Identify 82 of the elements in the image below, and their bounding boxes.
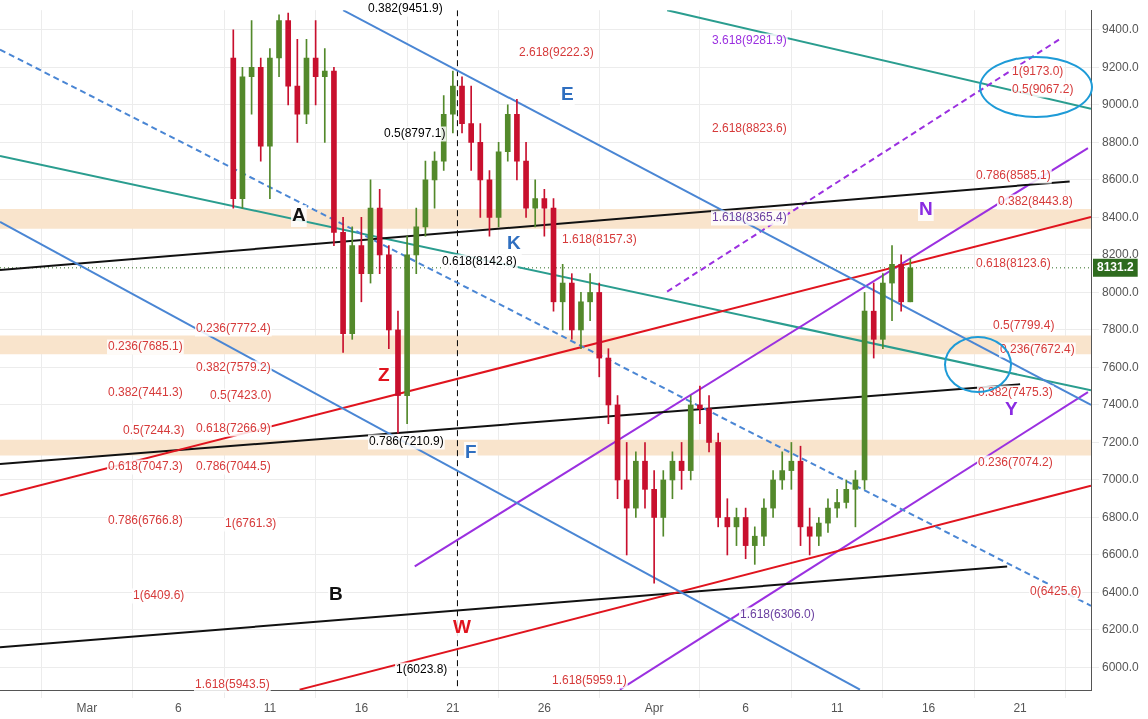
annotation: 0.236(7074.2): [978, 455, 1053, 470]
y-tick-label: 9200.0: [1102, 59, 1140, 74]
annotation: 1(6023.8): [396, 662, 448, 677]
annotation: 1.618(8365.4): [712, 210, 787, 225]
x-tick-label: 6: [742, 700, 750, 715]
annotation: 1.618(5959.1): [552, 673, 627, 688]
annotation: 0.786(7210.9): [369, 434, 444, 449]
annotation: 0.5(7799.4): [993, 318, 1055, 333]
annotation: A: [292, 204, 306, 226]
annotation: 0.382(7475.3): [978, 385, 1053, 400]
x-tick-label: Mar: [76, 700, 98, 715]
annotation: 2.618(8823.6): [712, 121, 787, 136]
annotation: 0.382(9451.9): [368, 1, 443, 16]
annotation: 0.618(7266.9): [196, 421, 271, 436]
annotation: 0.618(8123.6): [976, 256, 1051, 271]
y-tick-label: 8600.0: [1102, 172, 1140, 187]
annotation: 0.5(8797.1): [384, 126, 446, 141]
annotation: Z: [378, 364, 390, 386]
y-tick-label: 9400.0: [1102, 22, 1140, 37]
annotation: 2.618(9222.3): [519, 45, 594, 60]
y-tick-label: 8200.0: [1102, 247, 1140, 262]
y-tick-label: 6400.0: [1102, 584, 1140, 599]
y-tick-label: 6200.0: [1102, 622, 1140, 637]
ref-line-label: 8131.2: [1097, 260, 1135, 275]
y-tick-label: 8800.0: [1102, 134, 1140, 149]
x-tick-label: 21: [1013, 700, 1028, 715]
annotation: F: [465, 441, 477, 463]
annotation: K: [507, 232, 521, 254]
y-tick-label: 6600.0: [1102, 547, 1140, 562]
candlestick: [889, 245, 895, 321]
candlestick: [806, 507, 813, 556]
annotation: 0.618(8142.8): [442, 254, 517, 269]
annotation: 0.382(8443.8): [998, 194, 1073, 209]
annotation: 0.618(7047.3): [108, 459, 183, 474]
annotation: 3.618(9281.9): [712, 33, 787, 48]
candlestick: [587, 273, 593, 321]
x-tick-label: 16: [354, 700, 369, 715]
x-tick-label: Apr: [644, 700, 664, 715]
candlestick: [834, 489, 840, 518]
annotation: Y: [1005, 398, 1018, 420]
y-tick-label: 7600.0: [1102, 359, 1140, 374]
y-tick-label: 9000.0: [1102, 97, 1140, 112]
annotation: 0.236(7772.4): [196, 321, 271, 336]
annotation: N: [919, 198, 933, 220]
y-tick-label: 7200.0: [1102, 434, 1140, 449]
x-tick-label: 26: [537, 700, 552, 715]
annotation: 0.382(7441.3): [108, 385, 183, 400]
annotation: 1.618(5943.5): [195, 677, 270, 692]
annotation: 0.786(7044.5): [196, 459, 271, 474]
annotation: W: [453, 616, 471, 638]
x-tick-label: 21: [446, 700, 460, 715]
x-tick-label: 11: [263, 700, 277, 715]
annotation: 1(6409.6): [133, 588, 185, 603]
y-tick-label: 7400.0: [1102, 397, 1140, 412]
annotation: 0.5(7423.0): [210, 388, 272, 403]
candlestick: [321, 48, 328, 143]
annotation: 1(9173.0): [1012, 64, 1064, 79]
annotation: 0.5(9067.2): [1012, 82, 1074, 97]
annotation: 0.786(8585.1): [976, 168, 1051, 183]
annotation: 1.618(6306.0): [740, 607, 815, 622]
x-tick-label: 6: [175, 700, 183, 715]
annotation: 0.236(7685.1): [108, 339, 183, 354]
annotation: 0(6425.6): [1030, 584, 1082, 599]
candlestick: [532, 179, 539, 228]
annotation: 0.5(7244.3): [123, 423, 185, 438]
candlestick: [623, 442, 630, 556]
annotation: 1(6761.3): [225, 516, 277, 531]
annotation: 1.618(8157.3): [562, 232, 637, 247]
candlestick: [697, 385, 703, 425]
x-tick-label: 11: [830, 700, 844, 715]
annotation: 0.382(7579.2): [196, 360, 271, 375]
annotation: B: [329, 583, 343, 605]
y-tick-label: 8000.0: [1102, 284, 1140, 299]
annotation: 0.786(6766.8): [108, 513, 183, 528]
y-tick-label: 6000.0: [1102, 659, 1140, 674]
annotation: E: [561, 83, 574, 105]
y-tick-label: 7800.0: [1102, 322, 1140, 337]
y-tick-label: 7000.0: [1102, 472, 1140, 487]
y-tick-label: 8400.0: [1102, 209, 1140, 224]
candlestick: [468, 85, 474, 171]
x-tick-label: 16: [921, 700, 936, 715]
y-tick-label: 6800.0: [1102, 509, 1140, 524]
